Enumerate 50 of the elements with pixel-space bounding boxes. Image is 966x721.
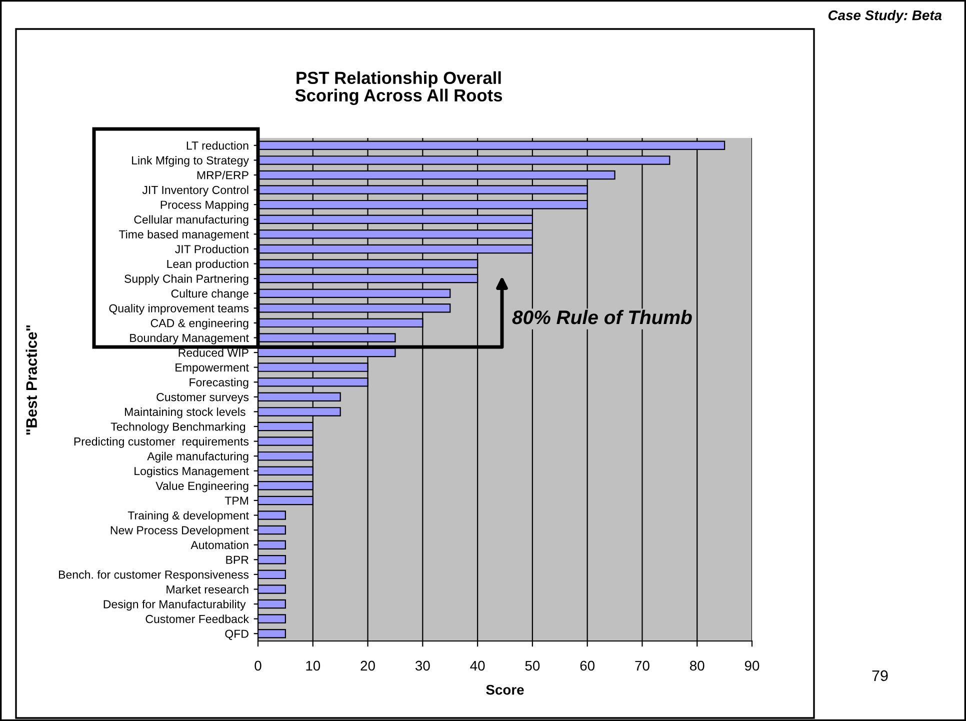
y-tick-label: Customer Feedback — [146, 614, 249, 624]
y-tick-label: Automation — [190, 540, 248, 550]
y-tick-label: JIT Inventory Control — [142, 186, 248, 196]
y-tick-label: Forecasting — [190, 378, 248, 389]
x-tick-label: 80 — [690, 660, 704, 671]
text: Case Study: Beta — [828, 10, 942, 23]
x-tick-label: 50 — [525, 660, 540, 671]
y-tick-label: Cellular manufacturing — [134, 215, 248, 226]
y-tick-label: Supply Chain Partnering — [124, 274, 248, 286]
chart-title: PST Relationship Overall Scoring Across All Roots — [295, 71, 502, 105]
x-tick-label: 10 — [306, 660, 320, 671]
y-tick-label: QFD — [225, 630, 248, 640]
y-tick-label: Quality improvement teams — [109, 304, 249, 315]
y-tick-label: Boundary Management — [130, 334, 249, 344]
y-tick-label: Agile manufacturing — [147, 452, 248, 463]
y-tick-label: Link Mfging to Strategy — [132, 156, 249, 167]
x-tick-label: 60 — [580, 660, 595, 671]
y-tick-label: Market research — [166, 585, 248, 594]
y-tick-label: JIT Production — [175, 244, 248, 254]
annotation: 80% Rule of Thumb — [512, 310, 692, 324]
x-tick-label: 40 — [470, 660, 485, 671]
x-tick-label: 0 — [254, 660, 262, 671]
y-tick-label: Technology Benchmarking — [110, 422, 246, 434]
y-tick-label: Logistics Management — [134, 466, 249, 478]
x-tick-label: 90 — [744, 660, 760, 671]
y-tick-label: Empowerment — [176, 364, 249, 374]
y-axis-title: "Best Practice" — [26, 325, 37, 435]
text: 79 — [872, 670, 888, 682]
y-tick-label: Customer surveys — [156, 393, 249, 404]
y-tick-label: Lean production — [167, 260, 248, 270]
y-tick-label: CAD & engineering — [150, 318, 248, 330]
x-tick-label: 30 — [415, 660, 430, 671]
y-tick-label: BPR — [226, 556, 248, 564]
x-tick-label: 70 — [635, 660, 650, 671]
y-tick-label: Process Mapping — [160, 200, 248, 212]
y-tick-label: Bench. for customer Responsiveness — [58, 570, 249, 581]
y-tick-label: Reduced WIP — [178, 348, 248, 357]
x-tick-label: 20 — [360, 660, 375, 671]
y-tick-label: Value Engineering — [156, 481, 248, 492]
y-tick-label: LT reduction — [186, 141, 248, 150]
y-tick-label: Predicting customer requirements — [74, 437, 249, 448]
x-axis-title: Score — [486, 684, 524, 695]
y-tick-label: Training & development — [128, 511, 249, 522]
y-tick-label: Maintaining stock levels — [124, 408, 246, 418]
y-tick-label: TPM — [224, 496, 248, 505]
y-tick-label: Culture change — [171, 289, 248, 300]
y-tick-label: New Process Development — [110, 526, 249, 537]
y-tick-label: Design for Manufacturability — [104, 600, 246, 611]
y-tick-label: MRP/ERP — [197, 170, 248, 180]
y-tick-label: Time based management — [118, 230, 249, 241]
